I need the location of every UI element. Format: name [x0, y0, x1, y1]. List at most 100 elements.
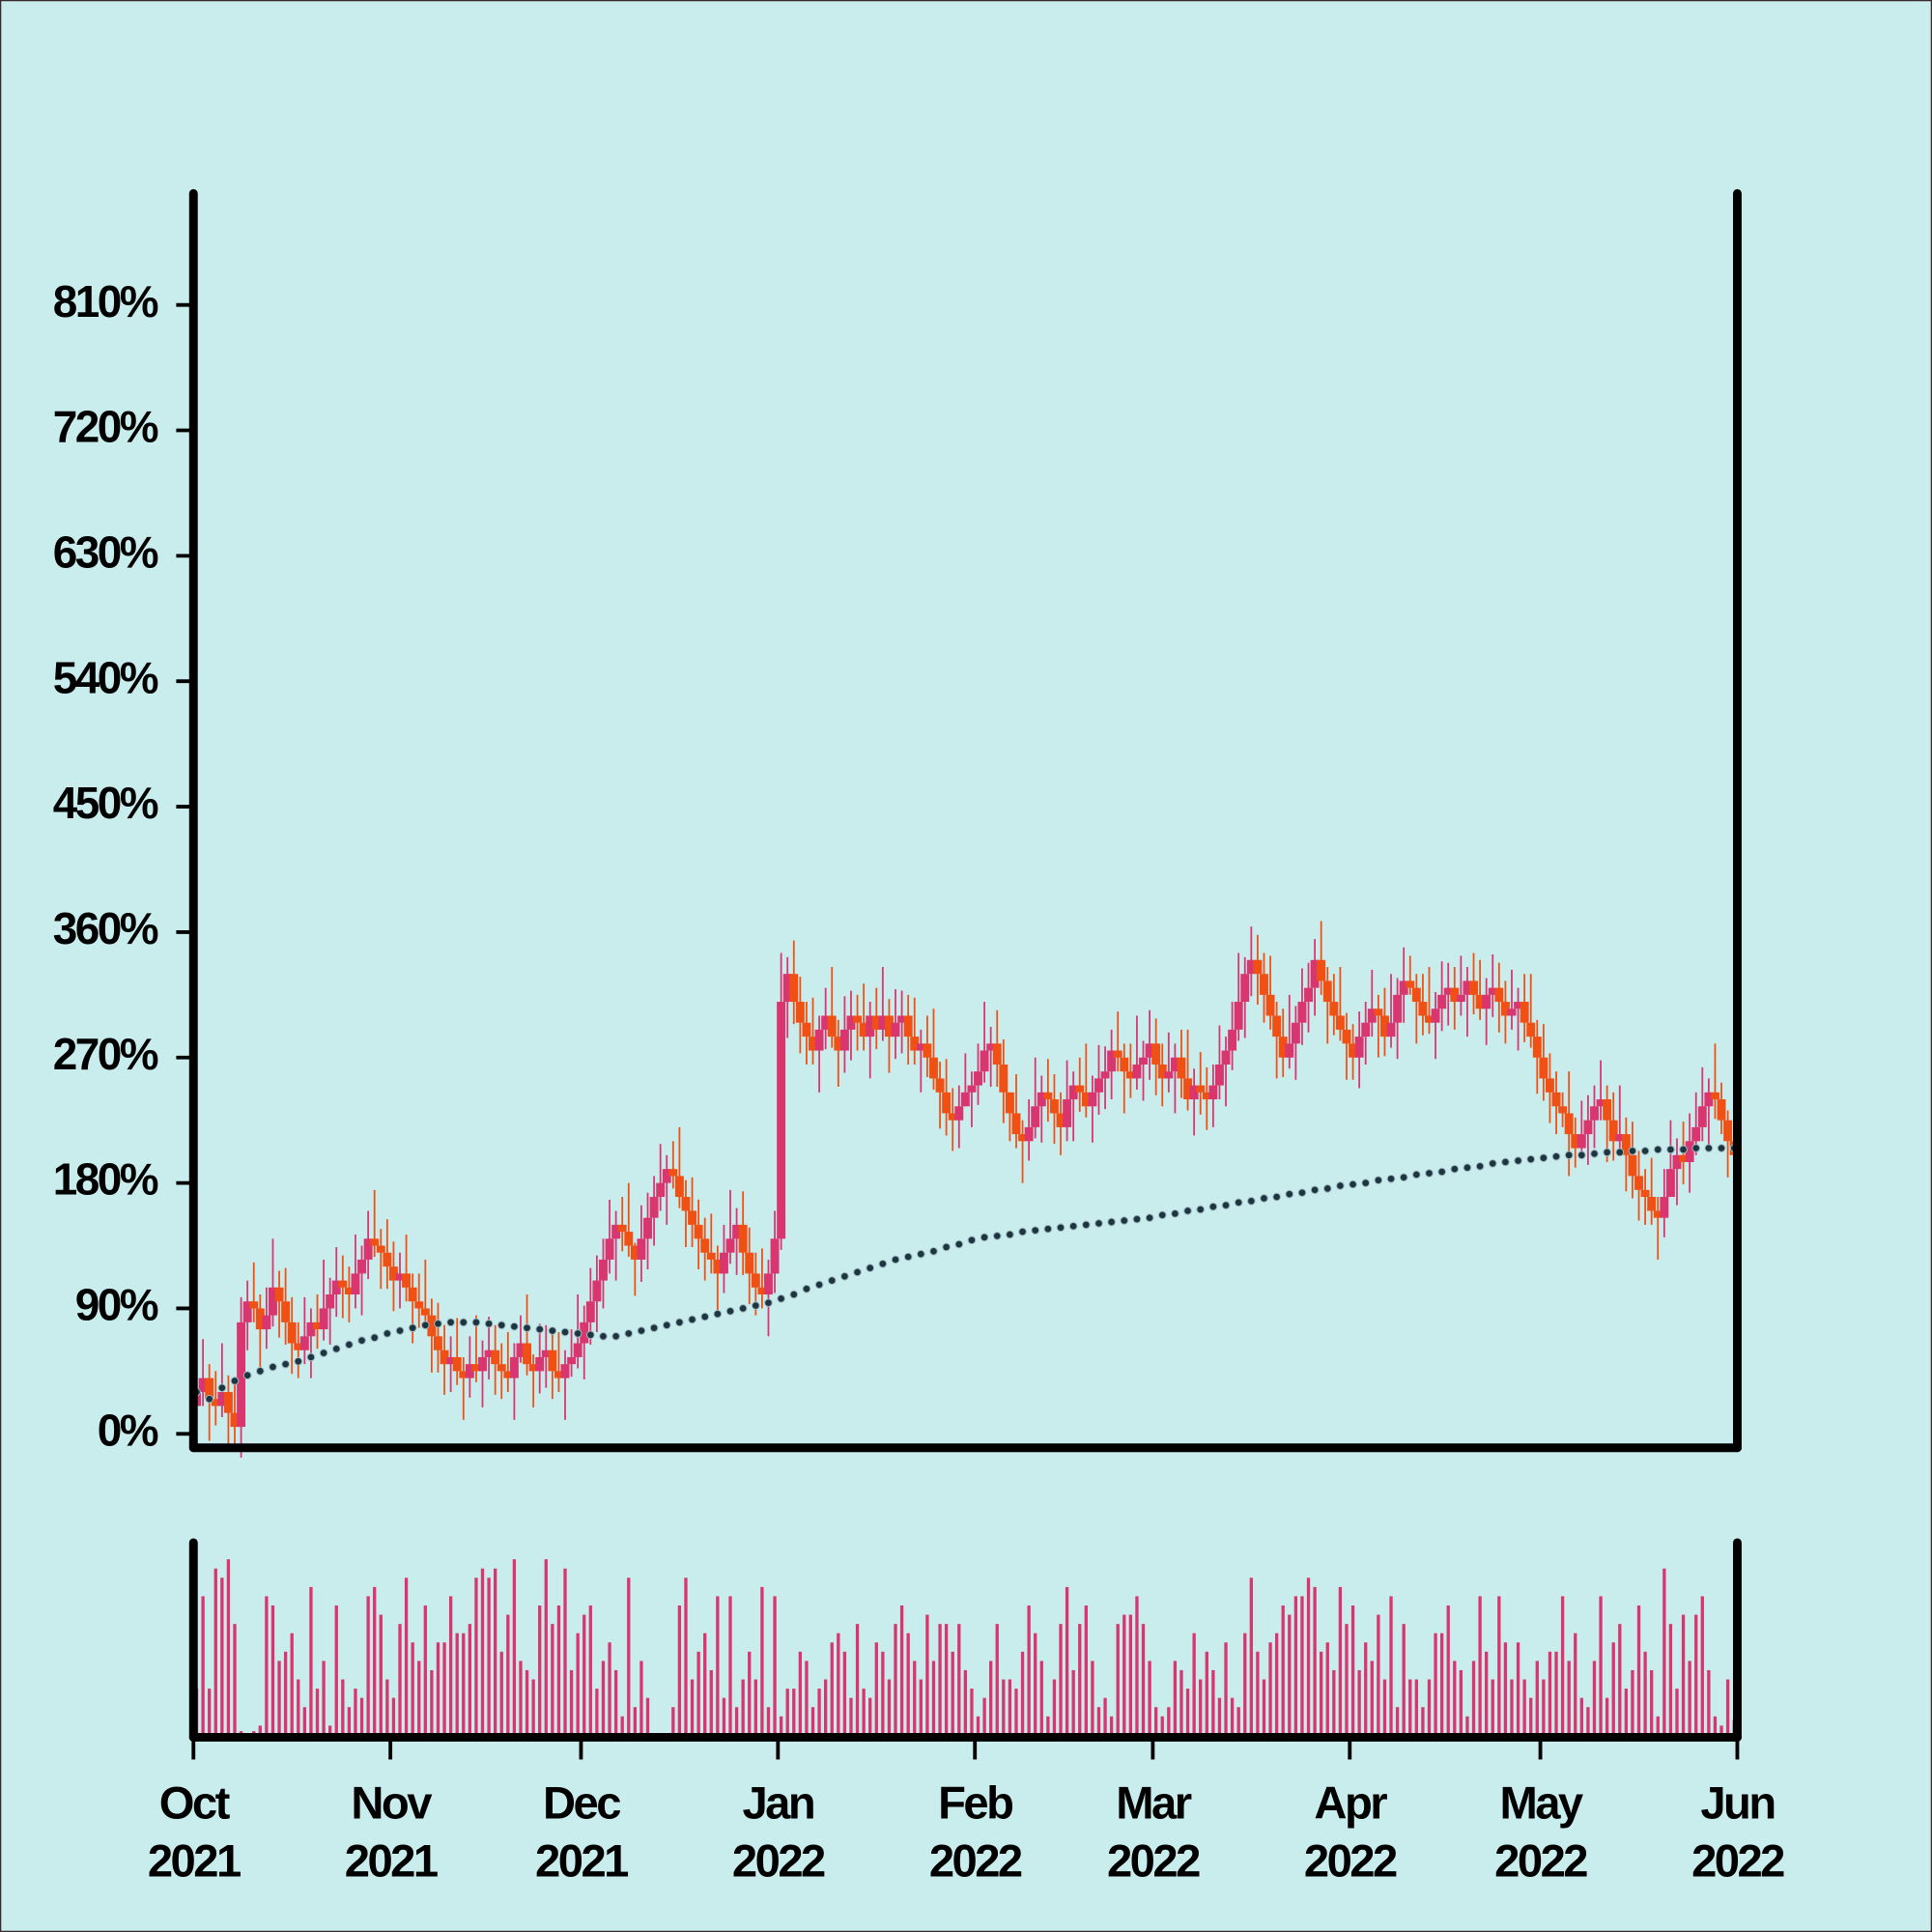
ma-dot	[1157, 1210, 1167, 1220]
volume-bar	[1091, 1661, 1094, 1735]
volume-bar	[398, 1624, 402, 1735]
ma-dot	[1501, 1157, 1510, 1167]
x-tick-label: Jun 2022	[1691, 1777, 1785, 1887]
volume-bar	[1230, 1697, 1235, 1735]
ma-dot	[395, 1326, 405, 1335]
volume-bar	[1034, 1633, 1037, 1735]
candle-body	[299, 1336, 309, 1350]
candle-body	[1349, 1043, 1358, 1058]
candle-body	[1100, 1071, 1110, 1079]
volume-bar	[1211, 1669, 1215, 1735]
candle-body	[408, 1287, 417, 1302]
candle-body	[383, 1252, 392, 1267]
ma-dot	[217, 1383, 227, 1393]
volume-bar	[334, 1605, 338, 1735]
candle-body	[999, 1064, 1009, 1093]
candle-body	[827, 1015, 837, 1037]
volume-bar	[1611, 1642, 1615, 1735]
volume-bar	[690, 1679, 695, 1735]
candle-body	[1202, 1092, 1211, 1100]
x-tick-label-box: Dec 2021	[535, 1778, 629, 1887]
candle-body	[643, 1217, 652, 1239]
volume-bar	[487, 1577, 491, 1735]
candle-body	[656, 1182, 666, 1198]
ma-dot	[967, 1236, 977, 1245]
volume-bar	[1485, 1651, 1489, 1735]
volume-bar	[728, 1596, 732, 1735]
candle-body	[809, 1037, 817, 1051]
volume-bar	[366, 1596, 370, 1735]
x-tick-label-box: May 2022	[1494, 1778, 1588, 1887]
ma-dot	[1056, 1223, 1065, 1233]
candle-body	[732, 1224, 742, 1239]
ma-dot	[1399, 1173, 1408, 1182]
candle-body	[1608, 1120, 1618, 1142]
ma-dot	[1120, 1216, 1129, 1225]
volume-bar	[1116, 1624, 1120, 1735]
volume-bar	[430, 1669, 434, 1735]
candle-body	[1571, 1134, 1580, 1149]
candle-body	[1564, 1113, 1574, 1135]
candle-body	[1354, 1037, 1364, 1058]
candle-body	[331, 1280, 341, 1295]
volume-bar	[309, 1586, 313, 1735]
volume-bar	[1618, 1624, 1622, 1735]
candle-body	[491, 1350, 500, 1365]
volume-bar	[1027, 1605, 1031, 1735]
candle-body	[1653, 1210, 1662, 1218]
candle-body	[1697, 1106, 1707, 1127]
ma-dot	[1628, 1147, 1637, 1155]
candle-body	[1214, 1064, 1224, 1086]
volume-bar	[1243, 1633, 1247, 1735]
ma-dot	[802, 1284, 811, 1293]
candle-body	[1113, 1050, 1122, 1058]
candle-body	[376, 1245, 385, 1253]
ma-dot	[1336, 1181, 1345, 1190]
candle-body	[344, 1287, 354, 1295]
volume-bar	[1293, 1596, 1298, 1735]
volume-bar	[1065, 1586, 1069, 1735]
volume-bar	[1052, 1679, 1057, 1735]
ma-dot	[814, 1280, 824, 1290]
volume-bar	[1179, 1669, 1183, 1735]
candle-body	[211, 1399, 220, 1406]
volume-bar	[1357, 1669, 1361, 1735]
ma-dot	[649, 1323, 659, 1332]
ma-dot	[637, 1326, 646, 1335]
volume-bar	[601, 1661, 606, 1735]
candle-body	[795, 1002, 805, 1023]
candle-body	[1189, 1085, 1199, 1100]
volume-bar	[633, 1707, 638, 1735]
candle-body	[262, 1315, 271, 1330]
ma-dot	[383, 1329, 392, 1338]
candle-body	[668, 1169, 678, 1177]
candle-body	[1590, 1106, 1599, 1121]
ma-dot	[1068, 1221, 1078, 1231]
candle-body	[738, 1224, 748, 1253]
ma-dot	[1374, 1176, 1383, 1185]
ma-dot	[840, 1271, 849, 1281]
volume-bar	[233, 1624, 237, 1735]
volume-bar	[1650, 1669, 1654, 1735]
ma-dot	[688, 1315, 696, 1324]
volume-bar	[1586, 1707, 1590, 1735]
candle-body	[1056, 1113, 1065, 1127]
candle-body	[1367, 1009, 1377, 1023]
volume-bar	[894, 1624, 897, 1735]
candle-body	[459, 1371, 469, 1378]
candle-body	[1532, 1037, 1542, 1058]
volume-bar	[328, 1725, 332, 1735]
volume-bar	[1700, 1596, 1704, 1735]
volume-bar	[913, 1661, 917, 1735]
candle-body	[891, 1022, 900, 1037]
volume-bar	[531, 1679, 535, 1735]
volume-bar	[1554, 1651, 1558, 1735]
candle-body	[1425, 1015, 1434, 1023]
volume-bar	[748, 1651, 752, 1735]
candle-body	[1260, 974, 1268, 995]
ma-dot	[713, 1309, 723, 1319]
ma-dot	[1691, 1144, 1701, 1152]
candle-body	[834, 1037, 843, 1051]
ma-dot	[1310, 1185, 1320, 1195]
volume-bar	[957, 1624, 961, 1735]
